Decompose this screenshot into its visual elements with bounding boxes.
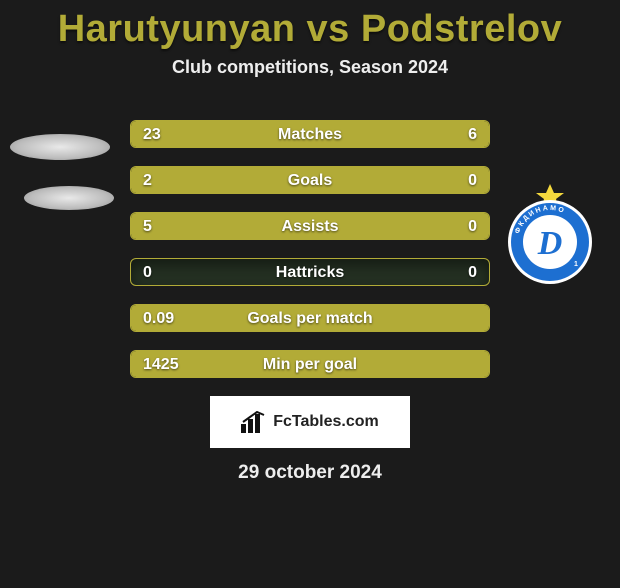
svg-text:D: D: [537, 225, 563, 262]
stat-right-value: 0: [468, 213, 477, 240]
stat-row: 2 Goals 0: [130, 166, 490, 194]
stat-label: Matches: [278, 121, 342, 148]
brand-text: FcTables.com: [273, 413, 379, 431]
stat-label: Min per goal: [263, 351, 357, 378]
fctables-logo-icon: [241, 411, 267, 433]
stat-label: Assists: [282, 213, 339, 240]
stat-row: 5 Assists 0: [130, 212, 490, 240]
brand-box: FcTables.com: [210, 396, 410, 448]
stat-left-value: 0: [143, 259, 152, 286]
left-club-logo: [10, 134, 110, 160]
page-title: Harutyunyan vs Podstrelov: [0, 8, 620, 51]
page-subtitle: Club competitions, Season 2024: [0, 57, 620, 78]
stat-row: 23 Matches 6: [130, 120, 490, 148]
date: 29 october 2024: [0, 462, 620, 484]
stat-left-value: 0.09: [143, 305, 174, 332]
stat-label: Hattricks: [276, 259, 344, 286]
svg-text:1: 1: [574, 261, 578, 268]
stat-left-value: 2: [143, 167, 152, 194]
stats-bars: 23 Matches 6 2 Goals 0 5 Assists 0 0 Hattricks 0 0.0…: [130, 120, 490, 378]
stat-left-value: 23: [143, 121, 161, 148]
stat-left-value: 1425: [143, 351, 179, 378]
stat-row: 1425 Min per goal: [130, 350, 490, 378]
stat-left-value: 5: [143, 213, 152, 240]
stat-label: Goals: [288, 167, 332, 194]
stat-right-value: 0: [468, 259, 477, 286]
left-club-logo-secondary: [24, 186, 114, 210]
stat-right-value: 6: [468, 121, 477, 148]
stat-row: 0.09 Goals per match: [130, 304, 490, 332]
stat-right-value: 0: [468, 167, 477, 194]
dinamo-minsk-logo-icon: D Ф К Д И Н А М О 1: [500, 184, 600, 284]
stat-fill-right: [414, 121, 489, 147]
stat-fill-left: [131, 121, 414, 147]
stat-row: 0 Hattricks 0: [130, 258, 490, 286]
stat-label: Goals per match: [247, 305, 372, 332]
